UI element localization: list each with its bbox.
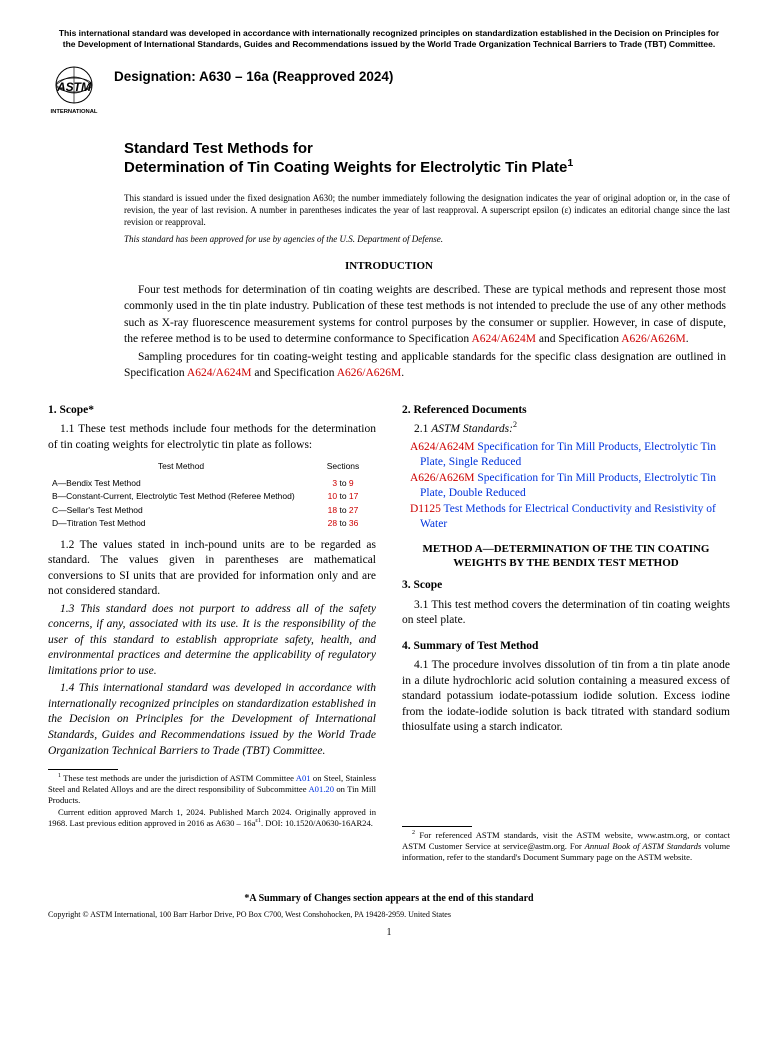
intro-paragraph-2: Sampling procedures for tin coating-weig…	[124, 349, 726, 381]
title-main: Determination of Tin Coating Weights for…	[124, 158, 730, 178]
copyright: Copyright © ASTM International, 100 Barr…	[48, 910, 730, 919]
spec-link[interactable]: A624/A624M	[471, 333, 536, 345]
ref-code-link[interactable]: A626/A626M	[410, 472, 475, 484]
ref-code-link[interactable]: A624/A624M	[410, 441, 475, 453]
svg-text:ASTM: ASTM	[56, 80, 92, 94]
issuance-note: This standard is issued under the fixed …	[124, 192, 730, 228]
ref-item: A624/A624M Specification for Tin Mill Pr…	[402, 440, 730, 470]
table-header: Test Method	[50, 461, 310, 475]
title-block: Standard Test Methods for Determination …	[124, 139, 730, 178]
scope-heading: 1. Scope*	[48, 403, 376, 419]
scope-p2: 1.2 The values stated in inch-pound unit…	[48, 538, 376, 600]
committee-link[interactable]: A01	[296, 773, 311, 783]
summary4-p1: 4.1 The procedure involves dissolution o…	[402, 658, 730, 736]
table-row: C—Sellar's Test Method18 to 27	[50, 505, 374, 516]
left-column: 1. Scope* 1.1 These test methods include…	[48, 399, 376, 863]
footnote-rule	[402, 826, 472, 827]
ref-code-link[interactable]: D1125	[410, 503, 441, 515]
ref-item: A626/A626M Specification for Tin Mill Pr…	[402, 471, 730, 501]
test-method-table: Test MethodSections A—Bendix Test Method…	[48, 459, 376, 531]
page-number: 1	[48, 927, 730, 938]
ref-item: D1125 Test Methods for Electrical Conduc…	[402, 502, 730, 532]
footnote-2: 2 For referenced ASTM standards, visit t…	[402, 830, 730, 864]
dod-approval: This standard has been approved for use …	[124, 234, 730, 244]
scope-p3: 1.3 This standard does not purport to ad…	[48, 602, 376, 680]
scope-p1: 1.1 These test methods include four meth…	[48, 422, 376, 453]
astm-logo: ASTM INTERNATIONAL	[48, 63, 104, 115]
intro-paragraph-1: Four test methods for determination of t…	[124, 282, 726, 346]
spec-link[interactable]: A624/A624M	[187, 367, 252, 379]
two-column-layout: 1. Scope* 1.1 These test methods include…	[48, 399, 730, 863]
table-row: B—Constant-Current, Electrolytic Test Me…	[50, 491, 374, 502]
spec-link[interactable]: A626/A626M	[337, 367, 402, 379]
intro-body: Four test methods for determination of t…	[124, 282, 726, 381]
refdocs-heading: 2. Referenced Documents	[402, 403, 730, 419]
intro-heading: INTRODUCTION	[48, 260, 730, 272]
footer-changes-note: *A Summary of Changes section appears at…	[48, 893, 730, 904]
title-superscript: 1	[567, 157, 573, 169]
svg-text:INTERNATIONAL: INTERNATIONAL	[51, 109, 98, 115]
spec-link[interactable]: A626/A626M	[621, 333, 686, 345]
ref-desc-link[interactable]: Test Methods for Electrical Conductivity…	[420, 503, 716, 530]
table-header: Sections	[312, 461, 374, 475]
scope3-heading: 3. Scope	[402, 578, 730, 594]
subcommittee-link[interactable]: A01.20	[308, 784, 334, 794]
table-row: A—Bendix Test Method3 to 9	[50, 478, 374, 489]
footnote-1-cont: Current edition approved March 1, 2024. …	[48, 807, 376, 829]
title-prefix: Standard Test Methods for	[124, 139, 730, 159]
designation: Designation: A630 – 16a (Reapproved 2024…	[114, 69, 393, 84]
scope-p4: 1.4 This international standard was deve…	[48, 681, 376, 759]
scope3-p1: 3.1 This test method covers the determin…	[402, 598, 730, 629]
footnote-rule	[48, 769, 118, 770]
top-notice: This international standard was develope…	[48, 28, 730, 51]
header-row: ASTM INTERNATIONAL Designation: A630 – 1…	[48, 63, 730, 115]
table-row: D—Titration Test Method28 to 36	[50, 518, 374, 529]
method-a-heading: METHOD A—DETERMINATION OF THE TIN COATIN…	[406, 542, 726, 571]
refdocs-sub: 2.1 ASTM Standards:2	[402, 422, 730, 438]
title-main-text: Determination of Tin Coating Weights for…	[124, 159, 567, 176]
right-column: 2. Referenced Documents 2.1 ASTM Standar…	[402, 399, 730, 863]
document-page: This international standard was develope…	[0, 0, 778, 958]
footnote-1: 1 These test methods are under the juris…	[48, 773, 376, 807]
summary4-heading: 4. Summary of Test Method	[402, 639, 730, 655]
